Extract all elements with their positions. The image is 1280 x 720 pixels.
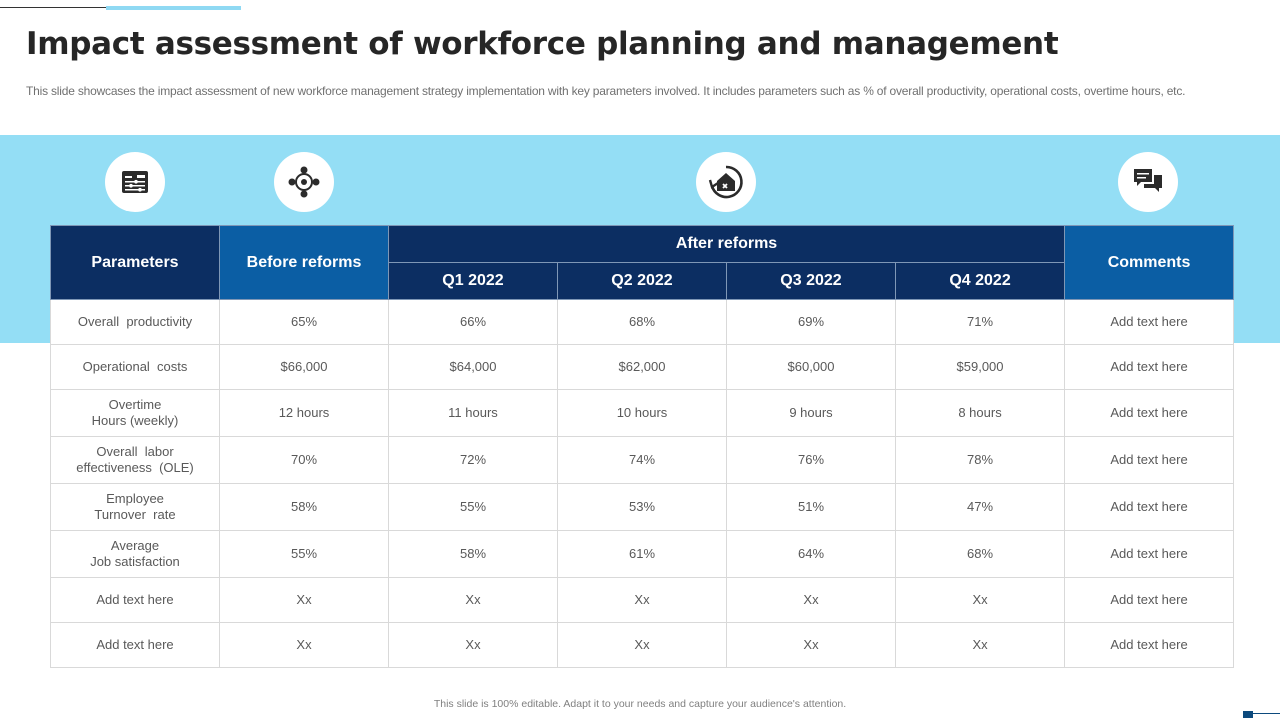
q4-cell: $59,000	[894, 344, 1066, 390]
header-parameters: Parameters	[50, 225, 220, 300]
q1-cell: 55%	[388, 483, 558, 531]
table-row: Add text here Xx Xx Xx Xx Xx Add text here	[50, 577, 1235, 623]
top-rule	[0, 7, 106, 8]
comment-cell: Add text here	[1064, 299, 1235, 345]
chat-icon	[1118, 152, 1178, 212]
page-subtitle: This slide showcases the impact assessme…	[26, 84, 1186, 98]
q4-cell: 8 hours	[894, 389, 1066, 437]
dashboard-icon	[105, 152, 165, 212]
table-row: Overtime Hours (weekly) 12 hours 11 hours 10…	[50, 389, 1235, 437]
parameter-cell: Operational costs	[50, 344, 220, 390]
q3-cell: 9 hours	[726, 389, 896, 437]
q1-cell: 66%	[388, 299, 558, 345]
table-row: Operational costs $66,000 $64,000 $62,000 $6…	[50, 344, 1235, 390]
table-row: Average Job satisfaction 55% 58% 61% 64% 68% Ad…	[50, 530, 1235, 578]
before-reforms-cell: Xx	[219, 622, 389, 668]
parameter-cell: Overall productivity	[50, 299, 220, 345]
q4-cell: 68%	[894, 530, 1066, 578]
corner-rule	[1253, 713, 1280, 714]
q2-cell: Xx	[557, 622, 727, 668]
parameter-line: Turnover rate	[94, 507, 176, 522]
q3-cell: Xx	[726, 622, 896, 668]
parameter-line: Add text here	[96, 592, 174, 607]
comment-cell: Add text here	[1064, 577, 1235, 623]
q2-cell: 10 hours	[557, 389, 727, 437]
q1-cell: 72%	[388, 436, 558, 484]
q3-cell: 51%	[726, 483, 896, 531]
q4-cell: Xx	[894, 622, 1066, 668]
comment-cell: Add text here	[1064, 530, 1235, 578]
q4-cell: 47%	[894, 483, 1066, 531]
header-q2-2022: Q2 2022	[557, 262, 727, 300]
parameter-cell: Employee Turnover rate	[50, 483, 220, 531]
top-accent-bar	[106, 6, 241, 10]
table-row: Overall labor effectiveness (OLE) 70% 72% 74…	[50, 436, 1235, 484]
header-q1-2022: Q1 2022	[388, 262, 558, 300]
q2-cell: 68%	[557, 299, 727, 345]
parameter-line: Job satisfaction	[90, 554, 180, 569]
q4-cell: Xx	[894, 577, 1066, 623]
parameter-cell: Add text here	[50, 622, 220, 668]
parameter-line: Overtime	[108, 397, 162, 412]
q1-cell: Xx	[388, 622, 558, 668]
table-row: Add text here Xx Xx Xx Xx Xx Add text here	[50, 622, 1235, 668]
q3-cell: 69%	[726, 299, 896, 345]
q2-cell: Xx	[557, 577, 727, 623]
parameter-cell: Overtime Hours (weekly)	[50, 389, 220, 437]
parameter-line: Average	[110, 538, 160, 553]
q1-cell: Xx	[388, 577, 558, 623]
comment-cell: Add text here	[1064, 622, 1235, 668]
before-reforms-cell: 58%	[219, 483, 389, 531]
q1-cell: $64,000	[388, 344, 558, 390]
q3-cell: Xx	[726, 577, 896, 623]
corner-mark	[1243, 711, 1253, 718]
q4-cell: 71%	[894, 299, 1066, 345]
page-title: Impact assessment of workforce planning …	[26, 26, 1059, 62]
parameter-line: Operational costs	[82, 359, 188, 374]
q1-cell: 58%	[388, 530, 558, 578]
home-refresh-icon	[696, 152, 756, 212]
comment-cell: Add text here	[1064, 344, 1235, 390]
parameter-cell: Overall labor effectiveness (OLE)	[50, 436, 220, 484]
parameter-line: Overall productivity	[77, 314, 193, 329]
before-reforms-cell: 70%	[219, 436, 389, 484]
q2-cell: 53%	[557, 483, 727, 531]
header-before-reforms: Before reforms	[219, 225, 389, 300]
comment-cell: Add text here	[1064, 436, 1235, 484]
before-reforms-cell: 65%	[219, 299, 389, 345]
header-q3-2022: Q3 2022	[726, 262, 896, 300]
table-body: Overall productivity 65% 66% 68% 69% 71% Add t…	[50, 299, 1235, 668]
q3-cell: $60,000	[726, 344, 896, 390]
q4-cell: 78%	[894, 436, 1066, 484]
parameter-line: Employee	[106, 491, 164, 506]
parameter-line: Overall labor	[96, 444, 174, 459]
parameter-line: effectiveness (OLE)	[76, 460, 194, 475]
parameter-line: Hours (weekly)	[91, 413, 179, 428]
header-comments: Comments	[1064, 225, 1235, 300]
parameter-cell: Average Job satisfaction	[50, 530, 220, 578]
impact-table: Parameters Before reforms After reforms …	[50, 225, 1235, 668]
q3-cell: 76%	[726, 436, 896, 484]
q2-cell: 61%	[557, 530, 727, 578]
header-after-reforms: After reforms	[387, 225, 1066, 263]
q1-cell: 11 hours	[388, 389, 558, 437]
table-row: Overall productivity 65% 66% 68% 69% 71% Add t…	[50, 299, 1235, 345]
parameter-cell: Add text here	[50, 577, 220, 623]
q3-cell: 64%	[726, 530, 896, 578]
before-reforms-cell: Xx	[219, 577, 389, 623]
table-row: Employee Turnover rate 58% 55% 53% 51% 47% Add …	[50, 483, 1235, 531]
footer-note: This slide is 100% editable. Adapt it to…	[433, 698, 847, 710]
header-q4-2022: Q4 2022	[894, 262, 1066, 300]
before-reforms-cell: 55%	[219, 530, 389, 578]
network-icon	[274, 152, 334, 212]
q2-cell: $62,000	[557, 344, 727, 390]
q2-cell: 74%	[557, 436, 727, 484]
parameter-line: Add text here	[96, 637, 174, 652]
before-reforms-cell: $66,000	[219, 344, 389, 390]
comment-cell: Add text here	[1064, 389, 1235, 437]
before-reforms-cell: 12 hours	[219, 389, 389, 437]
comment-cell: Add text here	[1064, 483, 1235, 531]
